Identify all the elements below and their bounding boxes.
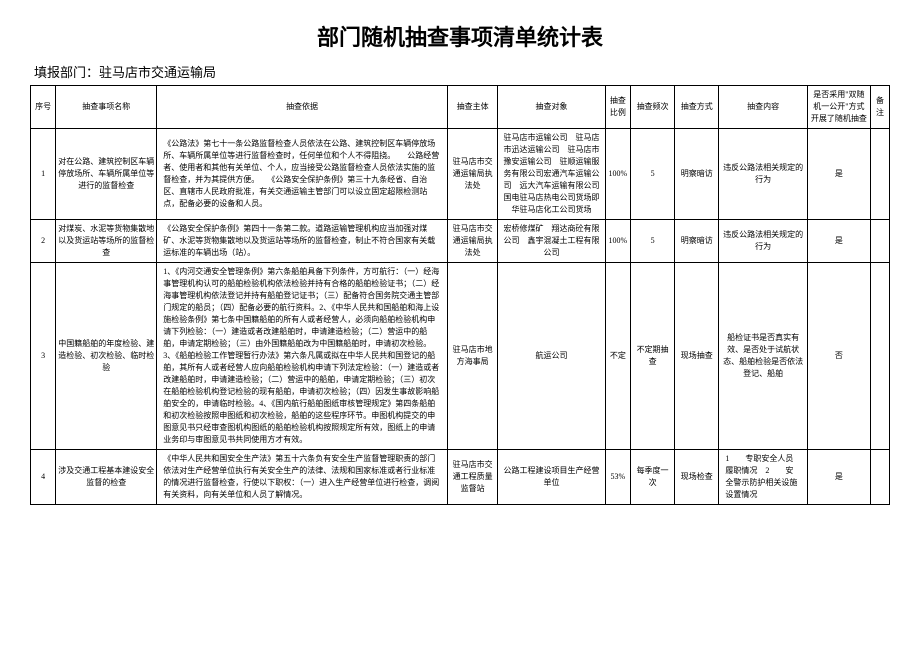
page-subtitle: 填报部门：驻马店市交通运输局 [30, 62, 890, 81]
cell-basis: 《中华人民共和国安全生产法》第五十六条负有安全生产监督管理职责的部门依法对生产经… [157, 450, 448, 505]
header-subject: 抽查主体 [447, 86, 498, 129]
cell-freq: 5 [630, 129, 674, 220]
header-basis: 抽查依据 [157, 86, 448, 129]
cell-subject: 驻马店市地方海事局 [447, 263, 498, 450]
cell-object: 驻马店市运输公司 驻马店市迅达运输公司 驻马店市豫安运输公司 驻顺运输服务有限公… [498, 129, 605, 220]
cell-seq: 3 [31, 263, 56, 450]
cell-method: 明察暗访 [675, 129, 719, 220]
header-note: 备注 [870, 86, 889, 129]
header-method: 抽查方式 [675, 86, 719, 129]
table-row: 4 涉及交通工程基本建设安全监督的检查 《中华人民共和国安全生产法》第五十六条负… [31, 450, 890, 505]
cell-seq: 1 [31, 129, 56, 220]
cell-note [870, 220, 889, 263]
cell-method: 现场检查 [675, 450, 719, 505]
inspection-table: 序号 抽查事项名称 抽查依据 抽查主体 抽查对象 抽查比例 抽查频次 抽查方式 … [30, 85, 890, 505]
cell-basis: 《公路法》第七十一条公路监督检查人员依法在公路、建筑控制区车辆停放场所、车辆所属… [157, 129, 448, 220]
cell-content: 船检证书是否真实有效、是否处于试航状态、船舶检验是否依法登记、船舶 [719, 263, 807, 450]
cell-ratio: 100% [605, 220, 630, 263]
cell-subject: 驻马店市交通运输局执法处 [447, 220, 498, 263]
header-seq: 序号 [31, 86, 56, 129]
cell-name: 对在公路、建筑控制区车辆停放场所、车辆所属单位等进行的监督检查 [56, 129, 157, 220]
cell-ratio: 53% [605, 450, 630, 505]
cell-name: 涉及交通工程基本建设安全监督的检查 [56, 450, 157, 505]
table-row: 2 对煤炭、水泥等货物集散地以及货运站等场所的监督检查 《公路安全保护条例》第四… [31, 220, 890, 263]
header-object: 抽查对象 [498, 86, 605, 129]
cell-adopt: 是 [807, 129, 870, 220]
cell-note [870, 450, 889, 505]
cell-name: 对煤炭、水泥等货物集散地以及货运站等场所的监督检查 [56, 220, 157, 263]
cell-seq: 4 [31, 450, 56, 505]
cell-basis: 1、《内河交通安全管理条例》第六条船舶具备下列条件，方可航行：（一）经海事管理机… [157, 263, 448, 450]
header-ratio: 抽查比例 [605, 86, 630, 129]
cell-method: 现场抽查 [675, 263, 719, 450]
cell-content: 1 专职安全人员履职情况 2 安全警示防护相关设施设置情况 [719, 450, 807, 505]
cell-adopt: 是 [807, 450, 870, 505]
header-freq: 抽查频次 [630, 86, 674, 129]
cell-freq: 5 [630, 220, 674, 263]
header-name: 抽查事项名称 [56, 86, 157, 129]
cell-method: 明察暗访 [675, 220, 719, 263]
cell-subject: 驻马店市交通运输局执法处 [447, 129, 498, 220]
cell-ratio: 不定 [605, 263, 630, 450]
cell-object: 宏桥修煤矿 翔达商砼有限公司 鑫宇混凝土工程有限公司 [498, 220, 605, 263]
cell-freq: 每季度一次 [630, 450, 674, 505]
cell-subject: 驻马店市交通工程质量监督站 [447, 450, 498, 505]
cell-adopt: 是 [807, 220, 870, 263]
table-header-row: 序号 抽查事项名称 抽查依据 抽查主体 抽查对象 抽查比例 抽查频次 抽查方式 … [31, 86, 890, 129]
cell-adopt: 否 [807, 263, 870, 450]
cell-content: 违反公路法相关规定的行为 [719, 220, 807, 263]
table-row: 1 对在公路、建筑控制区车辆停放场所、车辆所属单位等进行的监督检查 《公路法》第… [31, 129, 890, 220]
cell-ratio: 100% [605, 129, 630, 220]
cell-object: 航运公司 [498, 263, 605, 450]
header-content: 抽查内容 [719, 86, 807, 129]
cell-basis: 《公路安全保护条例》第四十一条第二款。道路运输管理机构应当加强对煤矿、水泥等货物… [157, 220, 448, 263]
cell-note [870, 129, 889, 220]
header-adopt: 是否采用"双随机一公开"方式开展了随机抽查 [807, 86, 870, 129]
cell-content: 违反公路法相关规定的行为 [719, 129, 807, 220]
table-row: 3 中国籍船舶的年度检验、建造检验、初次检验、临时检验 1、《内河交通安全管理条… [31, 263, 890, 450]
cell-seq: 2 [31, 220, 56, 263]
cell-note [870, 263, 889, 450]
cell-name: 中国籍船舶的年度检验、建造检验、初次检验、临时检验 [56, 263, 157, 450]
cell-freq: 不定期抽查 [630, 263, 674, 450]
cell-object: 公路工程建设项目生产经营单位 [498, 450, 605, 505]
page-title: 部门随机抽查事项清单统计表 [30, 20, 890, 52]
